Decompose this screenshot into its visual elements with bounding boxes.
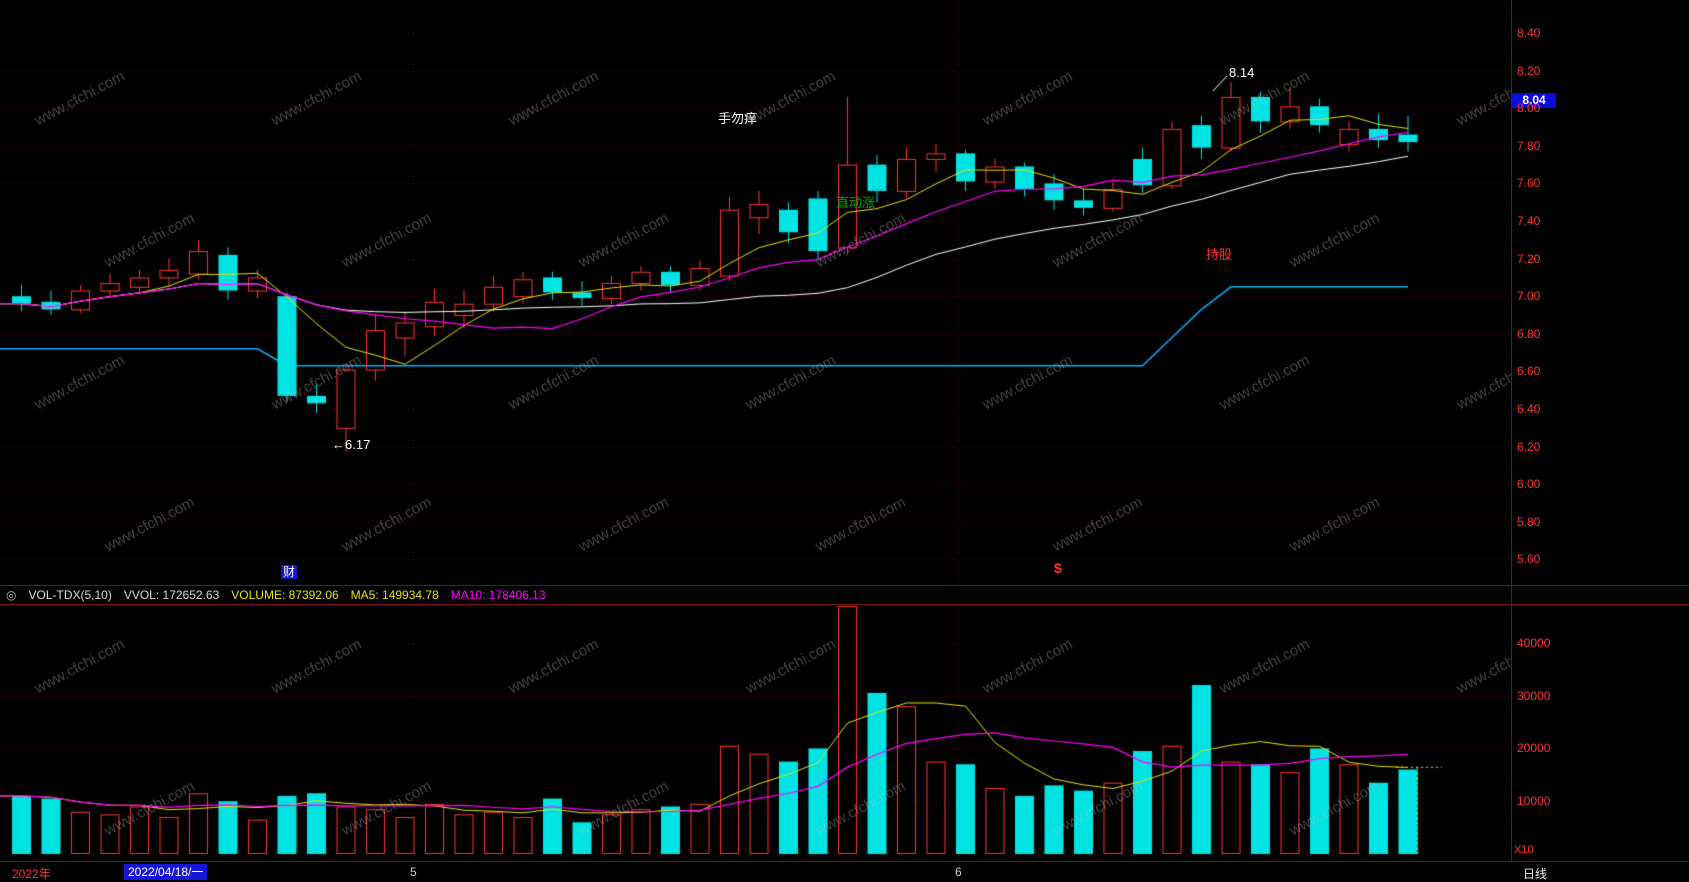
time-axis-bar: 2022年 2022/04/18/一 日线 5 6 [0, 862, 1689, 882]
low-price-label: ←6.17 [332, 437, 371, 452]
indicator-field-ma5: MA5: 149934.78 [350, 588, 439, 602]
indicator-field-ma10: MA10: 178406.13 [450, 588, 546, 602]
period-label[interactable]: 日线 [1523, 867, 1548, 881]
price-tick-label: 7.60 [1517, 176, 1541, 191]
note-limit-up: 直动涨 [836, 195, 876, 210]
price-tick-label: 8.40 [1517, 26, 1541, 40]
candlestick-chart-canvas[interactable] [0, 0, 1511, 585]
note-hold-position: 持股 [1206, 247, 1233, 262]
volume-tick-label: 10000 [1517, 794, 1551, 809]
high-price-label: 8.14 [1229, 65, 1255, 80]
price-tick-label: 6.00 [1517, 477, 1541, 492]
price-pane[interactable]: 手勿痒直动涨持股 8.14 ←6.17 财 $ [0, 0, 1511, 585]
price-tick-label: 8.20 [1517, 63, 1541, 78]
price-axis-divider [1511, 0, 1512, 882]
pane-divider-top [0, 585, 1689, 586]
indicator-name[interactable]: VOL-TDX(5,10) [28, 588, 112, 602]
indicator-field-vvol: VVOL: 172652.63 [123, 588, 220, 602]
price-tick-label: 7.20 [1517, 251, 1541, 266]
year-label: 2022年 [12, 867, 51, 881]
price-tick-label: 6.60 [1517, 364, 1541, 379]
note-hands-off: 手勿痒 [718, 111, 758, 126]
price-tick-label: 6.40 [1517, 402, 1541, 416]
month-tick-label: 6 [955, 865, 962, 879]
price-tick-label: 5.80 [1517, 514, 1541, 529]
volume-tick-label: 20000 [1517, 741, 1551, 756]
month-tick-label: 5 [410, 865, 417, 879]
price-tick-label: 7.00 [1517, 289, 1541, 304]
volume-indicator-bar[interactable]: ◎ VOL-TDX(5,10) VVOL: 172652.63 VOLUME: 873… [0, 587, 1517, 603]
dividend-marker: $ [1054, 560, 1062, 576]
indicator-field-volume: VOLUME: 87392.06 [231, 588, 339, 602]
financial-report-marker: 财 [281, 565, 298, 579]
price-tick-label: 6.80 [1517, 326, 1541, 341]
time-axis-divider [0, 861, 1689, 862]
volume-tick-label: 40000 [1517, 635, 1551, 650]
price-tick-label: 8.00 [1517, 101, 1541, 116]
last-price-badge: 8.04 [1512, 92, 1556, 108]
volume-multiplier-label: X10 [1514, 844, 1534, 856]
selected-date-chip[interactable]: 2022/04/18/一 [124, 864, 208, 880]
pane-divider-bottom [0, 604, 1689, 605]
volume-chart-canvas[interactable] [0, 604, 1511, 861]
volume-axis: X10 40000 30000 20000 10000 [1511, 0, 1689, 882]
price-tick-label: 7.40 [1517, 214, 1541, 228]
price-tick-label: 7.80 [1517, 138, 1541, 153]
price-tick-label: 5.60 [1517, 552, 1541, 567]
volume-tick-label: 30000 [1517, 688, 1551, 703]
price-tick-label: 6.20 [1517, 439, 1541, 454]
price-axis: 8.04 8.40 8.20 8.00 7.80 7.60 7.40 7.20 7.00 6.8… [1511, 0, 1689, 882]
indicator-collapse-icon[interactable]: ◎ [6, 588, 17, 602]
volume-pane[interactable] [0, 604, 1511, 861]
